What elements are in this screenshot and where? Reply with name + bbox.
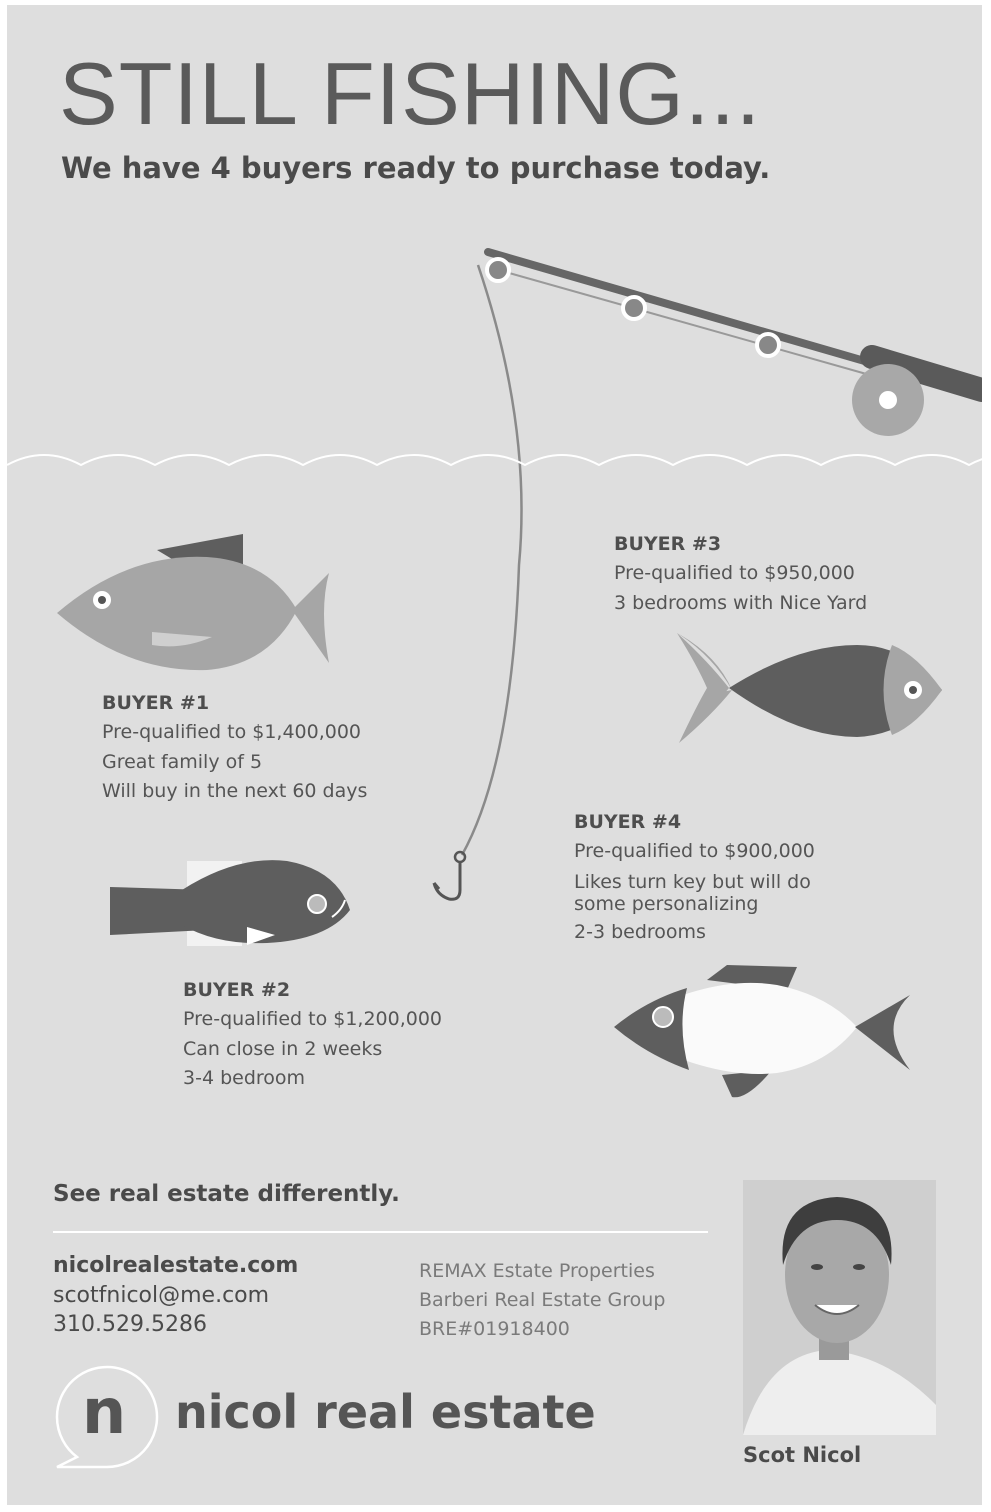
hook <box>434 862 460 899</box>
buyer-detail: Will buy in the next 60 days <box>102 777 367 807</box>
contact-line: 310.529.5286 <box>53 1310 298 1340</box>
rod-ring <box>623 297 645 319</box>
buyer-detail: Pre-qualified to $1,400,000 <box>102 718 367 748</box>
buyer-detail: 3-4 bedroom <box>183 1064 442 1094</box>
logo-text: nicol real estate <box>175 1385 596 1439</box>
buyer-detail: Pre-qualified to $950,000 <box>614 559 867 589</box>
buyer-detail: Likes turn key but will do some personal… <box>574 871 844 915</box>
buyer-detail: Great family of 5 <box>102 748 367 778</box>
fishing-line <box>462 265 522 855</box>
brokerage-line: Barberi Real Estate Group <box>419 1286 665 1315</box>
rod-line <box>488 267 877 377</box>
agent-photo <box>743 1180 936 1435</box>
fish-4 <box>614 965 910 1097</box>
title: STILL FISHING... <box>59 43 761 145</box>
subtitle: We have 4 buyers ready to purchase today… <box>61 151 770 185</box>
brokerage-line: REMAX Estate Properties <box>419 1257 665 1286</box>
buyer-label: BUYER #1 <box>102 688 367 718</box>
buyer-detail: 2-3 bedrooms <box>574 918 844 948</box>
waves <box>7 455 982 465</box>
contact-line: scotfnicol@me.com <box>53 1281 298 1311</box>
rod-ring <box>757 334 779 356</box>
hook-eye <box>455 852 465 862</box>
brokerage-line: BRE#01918400 <box>419 1315 665 1344</box>
fish-2 <box>110 860 350 946</box>
contact-line: nicolrealestate.com <box>53 1251 298 1281</box>
tagline: See real estate differently. <box>53 1181 400 1207</box>
agent-name: Scot Nicol <box>743 1443 861 1467</box>
reel-center <box>879 391 897 409</box>
flyer: STILL FISHING... We have 4 buyers ready … <box>7 5 982 1505</box>
buyer-detail: Can close in 2 weeks <box>183 1035 442 1065</box>
buyer-detail: Pre-qualified to $1,200,000 <box>183 1005 442 1035</box>
buyer-detail: Pre-qualified to $900,000 <box>574 837 844 867</box>
rod-ring <box>487 259 509 281</box>
buyer-label: BUYER #2 <box>183 975 442 1005</box>
buyer-label: BUYER #4 <box>574 807 844 837</box>
logo-letter: n <box>82 1375 126 1448</box>
fish-3 <box>677 633 942 743</box>
buyer-label: BUYER #3 <box>614 529 867 559</box>
buyer-detail: 3 bedrooms with Nice Yard <box>614 589 867 619</box>
fish-1 <box>57 534 329 670</box>
page-body: {"header": {"title": "STILL FISHING...",… <box>0 0 991 1512</box>
